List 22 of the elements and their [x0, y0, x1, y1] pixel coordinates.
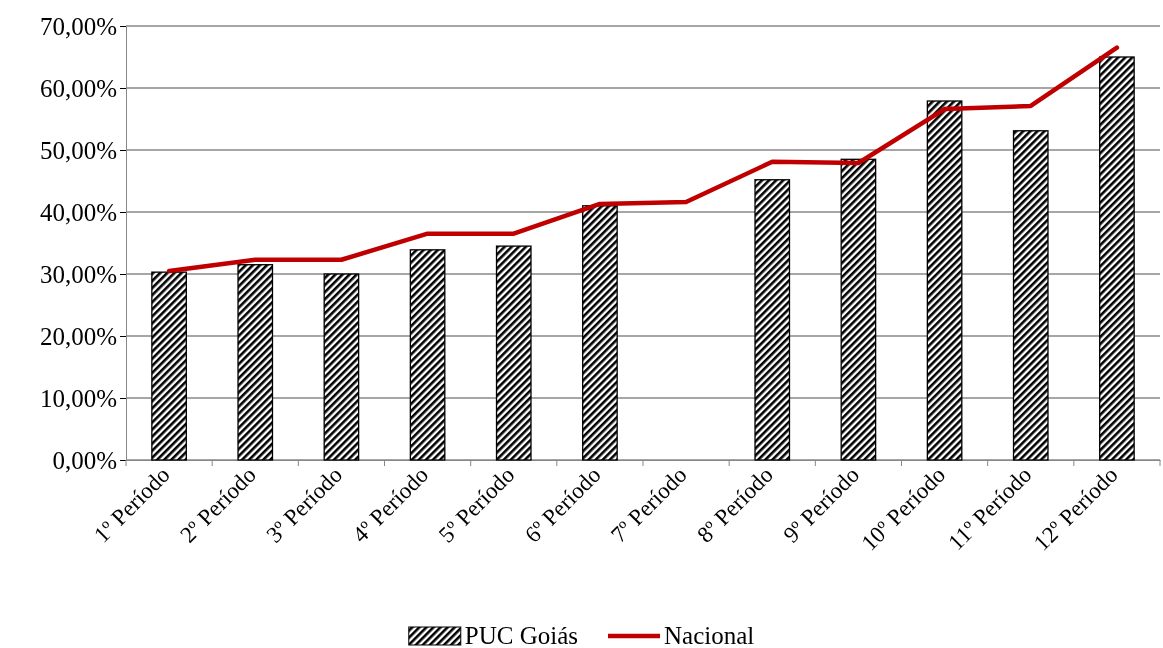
bar	[151, 271, 187, 461]
y-tick-label: 50,00%	[39, 136, 117, 164]
bar	[323, 273, 360, 461]
line-series	[166, 45, 1120, 274]
bar	[926, 100, 963, 461]
y-tick-label: 10,00%	[39, 384, 117, 412]
y-tick-label: 30,00%	[39, 260, 117, 288]
y-tick-label: 70,00%	[39, 12, 117, 40]
bar	[754, 179, 791, 461]
bar	[1099, 56, 1135, 461]
y-tick-label: 0,00%	[52, 446, 117, 474]
bar	[582, 205, 618, 461]
y-tick-label: 40,00%	[39, 198, 117, 226]
bar	[237, 264, 274, 461]
bar	[1012, 130, 1049, 461]
bar	[409, 249, 446, 461]
y-tick-label: 60,00%	[39, 74, 117, 102]
legend-label: Nacional	[663, 622, 755, 648]
legend-label: PUC Goiás	[464, 622, 578, 648]
y-tick-label: 20,00%	[39, 322, 117, 350]
bar	[495, 245, 532, 461]
bar	[840, 158, 877, 461]
